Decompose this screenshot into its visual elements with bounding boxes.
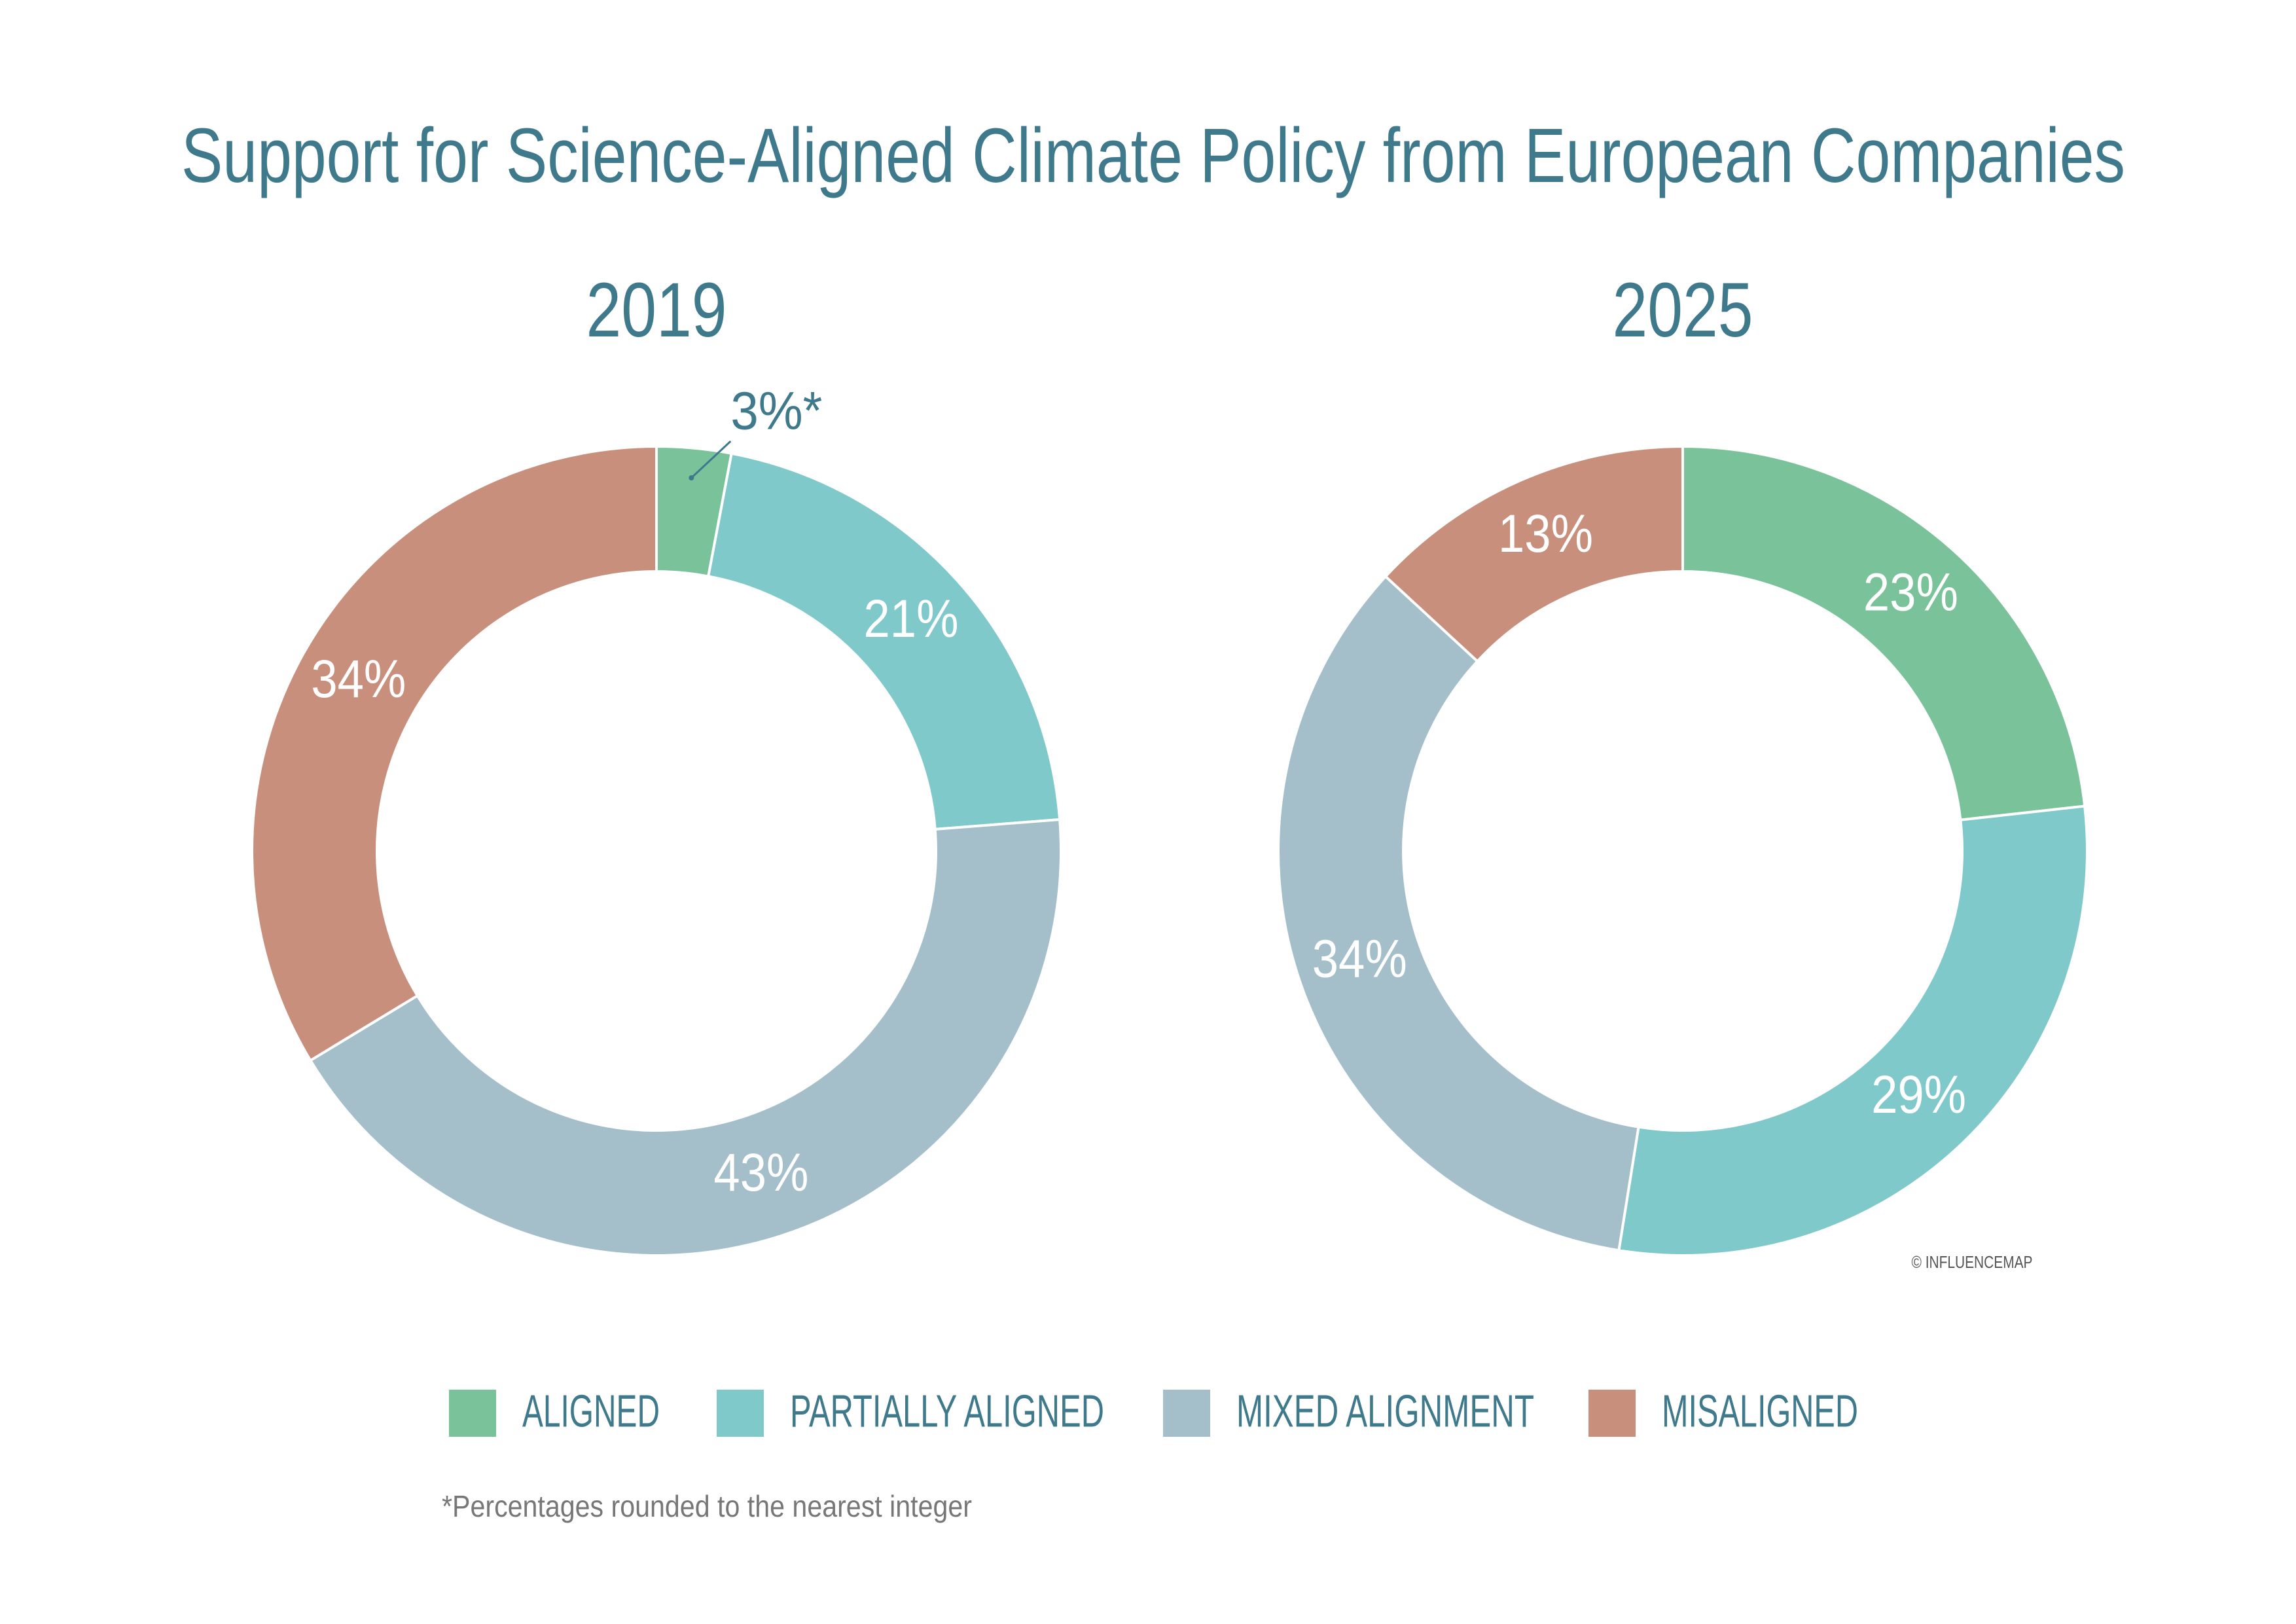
chart-title: 2019 xyxy=(586,267,727,353)
data-label: 3%* xyxy=(730,382,822,441)
pie-slice xyxy=(1384,444,1684,664)
chart-title: 2025 xyxy=(1613,267,1753,353)
legend-label: MIXED ALIGNMENT xyxy=(1236,1385,1534,1436)
pie-slice xyxy=(308,818,1062,1257)
legend-swatch xyxy=(449,1390,496,1437)
leader-dot xyxy=(689,475,694,480)
legend-swatch xyxy=(1588,1390,1636,1437)
data-label: 34% xyxy=(1312,929,1407,989)
pie-slice xyxy=(706,452,1062,831)
legend-swatch xyxy=(717,1390,764,1437)
pie-slice xyxy=(1277,574,1640,1252)
footnote: *Percentages rounded to the nearest inte… xyxy=(442,1489,972,1523)
data-label: 21% xyxy=(864,589,959,649)
data-label: 29% xyxy=(1871,1065,1966,1125)
data-label: 23% xyxy=(1863,562,1958,622)
legend-label: PARTIALLY ALIGNED xyxy=(790,1385,1104,1436)
data-label: 34% xyxy=(311,649,406,709)
credit: © INFLUENCEMAP xyxy=(1912,1252,2033,1272)
data-label: 13% xyxy=(1498,504,1593,564)
leader-line xyxy=(691,440,732,479)
pie-slice xyxy=(1681,444,2087,821)
legend-swatch xyxy=(1163,1390,1210,1437)
legend-label: ALIGNED xyxy=(522,1385,660,1436)
pie-slice xyxy=(1617,804,2089,1257)
data-label: 43% xyxy=(713,1143,808,1202)
legend-label: MISALIGNED xyxy=(1662,1385,1858,1436)
pie-slice xyxy=(251,444,658,1062)
title: Support for Science-Aligned Climate Poli… xyxy=(181,113,2125,199)
